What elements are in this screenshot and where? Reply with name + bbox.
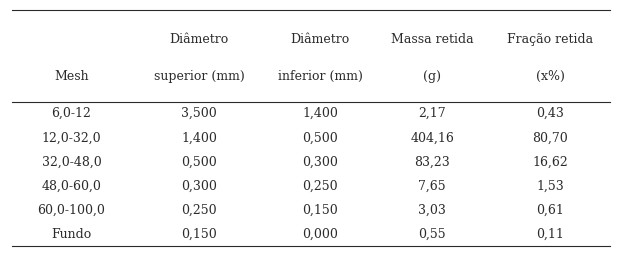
Text: Mesh: Mesh xyxy=(54,70,89,83)
Text: Fração retida: Fração retida xyxy=(508,33,593,46)
Text: 404,16: 404,16 xyxy=(411,131,454,144)
Text: 0,500: 0,500 xyxy=(181,155,217,168)
Text: Massa retida: Massa retida xyxy=(391,33,473,46)
Text: 7,65: 7,65 xyxy=(419,180,446,193)
Text: 83,23: 83,23 xyxy=(414,155,450,168)
Text: 0,500: 0,500 xyxy=(302,131,338,144)
Text: 60,0-100,0: 60,0-100,0 xyxy=(37,204,106,217)
Text: Fundo: Fundo xyxy=(52,228,91,241)
Text: 0,150: 0,150 xyxy=(302,204,338,217)
Text: 0,43: 0,43 xyxy=(537,107,564,120)
Text: 16,62: 16,62 xyxy=(532,155,569,168)
Text: 1,400: 1,400 xyxy=(181,131,217,144)
Text: 0,000: 0,000 xyxy=(302,228,338,241)
Text: Diâmetro: Diâmetro xyxy=(290,33,350,46)
Text: 3,500: 3,500 xyxy=(181,107,217,120)
Text: 0,150: 0,150 xyxy=(181,228,217,241)
Text: superior (mm): superior (mm) xyxy=(154,70,244,83)
Text: 1,53: 1,53 xyxy=(537,180,564,193)
Text: 3,03: 3,03 xyxy=(419,204,446,217)
Text: 0,55: 0,55 xyxy=(419,228,446,241)
Text: 12,0-32,0: 12,0-32,0 xyxy=(42,131,101,144)
Text: 0,11: 0,11 xyxy=(537,228,564,241)
Text: 0,300: 0,300 xyxy=(181,180,217,193)
Text: 32,0-48,0: 32,0-48,0 xyxy=(42,155,101,168)
Text: inferior (mm): inferior (mm) xyxy=(278,70,363,83)
Text: 0,61: 0,61 xyxy=(537,204,564,217)
Text: 0,300: 0,300 xyxy=(302,155,338,168)
Text: (g): (g) xyxy=(424,70,441,83)
Text: 80,70: 80,70 xyxy=(532,131,569,144)
Text: (x%): (x%) xyxy=(536,70,565,83)
Text: Diâmetro: Diâmetro xyxy=(169,33,229,46)
Text: 48,0-60,0: 48,0-60,0 xyxy=(42,180,101,193)
Text: 1,400: 1,400 xyxy=(302,107,338,120)
Text: 0,250: 0,250 xyxy=(302,180,338,193)
Text: 0,250: 0,250 xyxy=(181,204,217,217)
Text: 2,17: 2,17 xyxy=(419,107,446,120)
Text: 6,0-12: 6,0-12 xyxy=(52,107,91,120)
